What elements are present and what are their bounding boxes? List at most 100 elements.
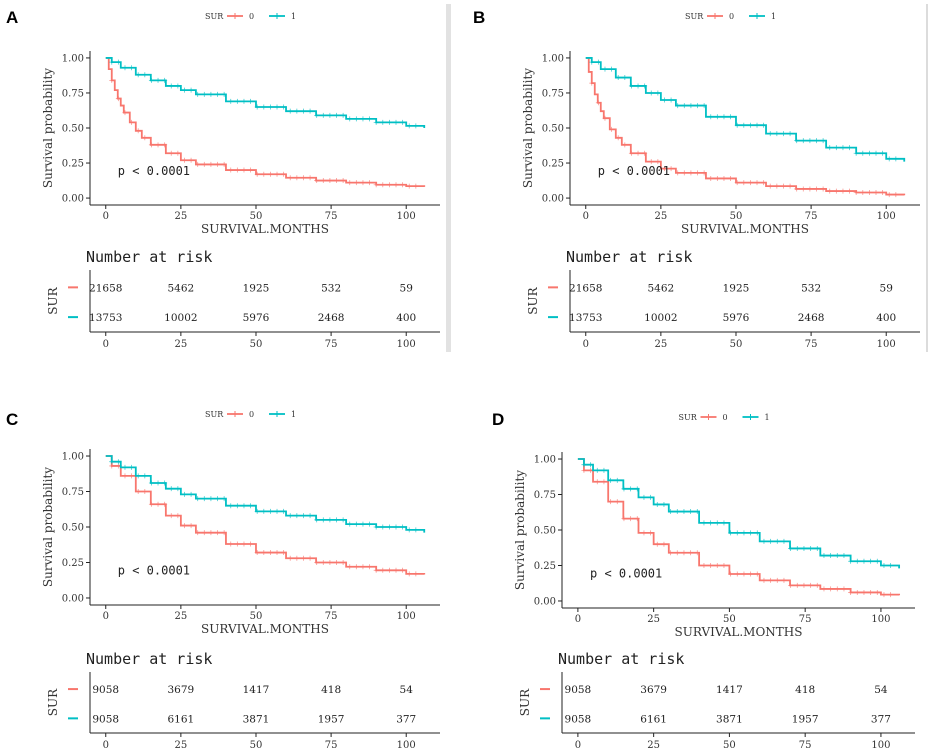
x-tick-label: 25	[655, 211, 668, 222]
risk-x-tick-label: 100	[397, 740, 416, 751]
risk-value: 9058	[565, 684, 592, 696]
risk-y-label: SUR	[526, 286, 540, 314]
risk-x-tick-label: 0	[103, 740, 109, 751]
risk-x-tick-label: 75	[805, 339, 818, 350]
risk-value: 10002	[644, 312, 677, 324]
censor-mark-path	[109, 77, 419, 189]
km-panel-d: D SUR 0 1 0.00 0.25 0.50 0.75 1.00 0 25 50 75 100 SURV…	[492, 410, 915, 751]
censor-marks-sur-1	[589, 59, 899, 162]
km-curve-sur-1	[105, 57, 426, 128]
risk-x-tick-label: 0	[103, 339, 109, 350]
y-axis-title: Survival probability	[521, 68, 535, 188]
y-axis-title: Survival probability	[41, 467, 55, 587]
x-axis-title: SURVIVAL.MONTHS	[201, 622, 329, 636]
risk-x-tick-label: 100	[397, 339, 416, 350]
km-panel-b: B SUR 0 1 0.00 0.25 0.50 0.75 1.00 0 25 50 75 100 SURV…	[473, 8, 920, 350]
risk-value: 377	[871, 713, 891, 725]
risk-value: 6161	[640, 713, 667, 725]
risk-value: 418	[321, 684, 341, 696]
risk-table: Number at risk SUR 21658 5462 1925 532 59 13753…	[46, 248, 440, 350]
risk-value: 1417	[243, 684, 270, 696]
risk-value: 21658	[569, 282, 602, 294]
censor-marks-sur-1	[109, 59, 419, 129]
risk-value: 21658	[89, 282, 122, 294]
censor-marks-sur-0	[589, 80, 899, 198]
p-value-label: p < 0.0001	[590, 567, 662, 581]
panel-letter: C	[6, 410, 18, 429]
panel-separator	[446, 4, 451, 352]
y-tick-label: 0.75	[62, 487, 84, 498]
y-tick-label: 0.50	[62, 523, 84, 534]
y-tick-label: 0.25	[534, 561, 556, 572]
legend-title: SUR	[679, 413, 698, 422]
risk-value: 5976	[723, 312, 750, 324]
x-tick-label: 25	[175, 611, 188, 622]
legend-key-plus	[712, 13, 718, 19]
legend-title: SUR	[205, 410, 224, 419]
risk-x-tick-label: 25	[655, 339, 668, 350]
risk-y-label: SUR	[46, 688, 60, 716]
legend-title: SUR	[205, 12, 224, 21]
y-tick-label: 0.75	[534, 490, 556, 501]
censor-mark-path	[581, 462, 894, 568]
censor-marks-sur-0	[109, 463, 419, 577]
km-panel-a: A SUR 0 1 0.00 0.25 0.50 0.75 1.00 0 25 50 75 100 SURV…	[6, 8, 440, 350]
legend-key-plus	[232, 411, 238, 417]
censor-mark-path	[589, 80, 899, 198]
risk-value: 1957	[792, 713, 819, 725]
risk-x-tick-label: 75	[325, 339, 338, 350]
risk-value: 54	[874, 684, 888, 696]
x-axis-title: SURVIVAL.MONTHS	[201, 222, 329, 236]
risk-x-tick-label: 0	[583, 339, 589, 350]
censor-mark-path	[589, 59, 899, 162]
censor-mark-path	[109, 459, 419, 533]
risk-value: 54	[400, 684, 414, 696]
x-tick-label: 100	[871, 614, 890, 625]
x-tick-label: 0	[103, 611, 109, 622]
risk-value: 10002	[164, 312, 197, 324]
risk-y-label: SUR	[46, 286, 60, 314]
legend: SUR 0 1	[205, 12, 296, 21]
y-tick-label: 0.50	[62, 124, 84, 135]
x-tick-label: 75	[805, 211, 818, 222]
risk-x-tick-label: 25	[175, 740, 188, 751]
x-tick-label: 75	[325, 211, 338, 222]
legend-key-plus	[274, 411, 280, 417]
legend-key-plus	[754, 13, 760, 19]
risk-value: 3871	[243, 713, 270, 725]
x-tick-label: 100	[877, 211, 896, 222]
y-tick-label: 0.75	[542, 88, 564, 99]
y-tick-label: 0.25	[62, 159, 84, 170]
y-tick-label: 0.50	[534, 526, 556, 537]
risk-value: 1957	[318, 713, 345, 725]
legend-label: 1	[291, 410, 296, 419]
risk-value: 532	[321, 282, 341, 294]
risk-value: 1925	[243, 282, 270, 294]
censor-marks-sur-1	[581, 462, 894, 568]
x-tick-label: 50	[723, 614, 736, 625]
km-curve-sur-1	[105, 455, 426, 533]
y-axis-title: Survival probability	[513, 470, 527, 590]
risk-x-tick-label: 50	[723, 740, 736, 751]
panel-letter: A	[6, 8, 18, 27]
legend-label: 0	[729, 12, 734, 21]
legend-label: 1	[291, 12, 296, 21]
x-tick-label: 25	[175, 211, 188, 222]
y-tick-label: 0.25	[542, 159, 564, 170]
km-curve-sur-1	[577, 458, 901, 569]
legend-key-plus	[705, 414, 712, 420]
p-value-label: p < 0.0001	[118, 164, 190, 178]
risk-x-tick-label: 0	[575, 740, 581, 751]
risk-value: 377	[396, 713, 416, 725]
risk-x-tick-label: 100	[877, 339, 896, 350]
risk-value: 532	[801, 282, 821, 294]
km-curve-sur-0	[105, 455, 426, 575]
legend-key-plus	[232, 13, 238, 19]
risk-value: 2468	[798, 312, 825, 324]
risk-table-title: Number at risk	[86, 650, 212, 668]
legend: SUR 0 1	[205, 410, 296, 419]
legend-title: SUR	[685, 12, 704, 21]
risk-value: 13753	[569, 312, 602, 324]
risk-value: 2468	[318, 312, 345, 324]
